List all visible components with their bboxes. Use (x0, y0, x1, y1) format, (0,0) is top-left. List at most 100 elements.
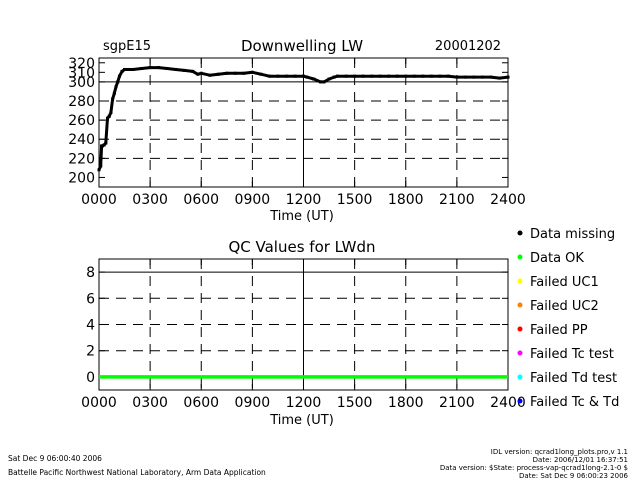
x-tick-label: 0300 (132, 192, 168, 208)
data-point (438, 74, 442, 78)
x-tick-label: 1200 (286, 395, 322, 411)
legend-marker (517, 374, 523, 380)
y-tick-label: 2 (86, 344, 95, 360)
data-point (353, 74, 357, 78)
top-chart-title: Downwelling LW (241, 37, 363, 55)
data-point (182, 68, 186, 72)
data-point (157, 66, 161, 70)
y-tick-label: 0 (86, 370, 95, 386)
data-point (123, 67, 127, 71)
data-point (107, 114, 111, 118)
data-point (242, 71, 246, 75)
y-tick-label: 220 (68, 151, 95, 167)
legend-label: Failed PP (530, 323, 588, 338)
y-tick-label: 310 (68, 65, 95, 81)
data-point (104, 141, 108, 145)
data-point (429, 74, 433, 78)
data-point (208, 73, 212, 77)
x-tick-label: 0000 (81, 395, 117, 411)
data-point (140, 67, 144, 71)
data-point (100, 144, 104, 148)
data-point (463, 75, 467, 79)
data-point (225, 71, 229, 75)
legend-label: Data missing (530, 227, 615, 242)
date-label: 20001202 (435, 39, 501, 54)
data-point (404, 74, 408, 78)
data-point (322, 80, 326, 84)
data-point (395, 74, 399, 78)
y-tick-label: 300 (68, 75, 95, 91)
data-point (131, 67, 135, 71)
x-tick-label: 2100 (439, 192, 475, 208)
data-point (276, 74, 280, 78)
footer-data-date: Date: Sat Dec 9 06:00:23 2006 (519, 472, 628, 480)
data-point (361, 74, 365, 78)
data-point (455, 75, 459, 79)
bottom-chart-title: QC Values for LWdn (228, 238, 375, 256)
legend-label: Failed Tc & Td (530, 395, 619, 410)
data-point (106, 116, 110, 120)
legend-marker (517, 278, 523, 284)
data-point (114, 85, 118, 89)
x-tick-label: 2400 (490, 192, 526, 208)
data-point (472, 75, 476, 79)
data-point (421, 74, 425, 78)
data-point (378, 74, 382, 78)
data-point (267, 74, 271, 78)
x-tick-label: 1800 (388, 395, 424, 411)
data-point (216, 72, 220, 76)
x-tick-label: 1500 (337, 395, 373, 411)
footer-org: Battelle Pacific Northwest National Labo… (8, 468, 266, 477)
data-point (174, 67, 178, 71)
data-point (497, 76, 501, 80)
data-point (111, 97, 115, 101)
x-tick-label: 1800 (388, 192, 424, 208)
data-point (284, 74, 288, 78)
footer-idl-version: IDL version: qcrad1long_plots.pro,v 1.1 (491, 448, 628, 456)
data-point (489, 75, 493, 79)
data-point (97, 168, 101, 172)
data-point (233, 71, 237, 75)
data-point (99, 164, 103, 168)
top-xlabel: Time (UT) (269, 209, 334, 224)
data-point (259, 72, 263, 76)
bottom-xlabel: Time (UT) (269, 413, 334, 428)
data-point (199, 71, 203, 75)
legend-label: Failed Td test (530, 371, 617, 386)
data-point (112, 91, 116, 95)
data-point (387, 74, 391, 78)
data-point (506, 75, 510, 79)
data-point (412, 74, 416, 78)
data-point (312, 77, 316, 81)
legend-label: Failed Tc test (530, 347, 614, 362)
data-point (327, 77, 331, 81)
legend-marker (517, 302, 523, 308)
bottom-chart: 0000 0300 0600 0900 1200 1500 1800 2100 2400 0 2 4 6… (81, 258, 526, 411)
x-tick-label: 0900 (235, 192, 271, 208)
data-point (336, 74, 340, 78)
data-point (117, 74, 121, 78)
data-point (116, 80, 120, 84)
legend-label: Failed UC1 (530, 275, 599, 290)
y-tick-label: 4 (86, 318, 95, 334)
qc-legend: Data missing Data OK Failed UC1 Failed UC2 F… (517, 227, 619, 410)
y-tick-label: 6 (86, 291, 95, 307)
data-point (370, 74, 374, 78)
data-point (126, 67, 130, 71)
y-tick-label: 200 (68, 170, 95, 186)
data-point (102, 143, 106, 147)
data-point (120, 69, 124, 73)
x-tick-label: 0600 (183, 395, 219, 411)
y-tick-label: 320 (68, 56, 95, 72)
x-tick-label: 0900 (235, 395, 271, 411)
data-point (344, 74, 348, 78)
data-point (191, 69, 195, 73)
x-tick-label: 0600 (183, 192, 219, 208)
legend-label: Failed UC2 (530, 299, 599, 314)
x-tick-label: 0300 (132, 395, 168, 411)
site-label: sgpE15 (103, 39, 151, 54)
legend-marker (517, 230, 523, 236)
data-point (302, 74, 305, 78)
legend-marker (517, 398, 523, 404)
